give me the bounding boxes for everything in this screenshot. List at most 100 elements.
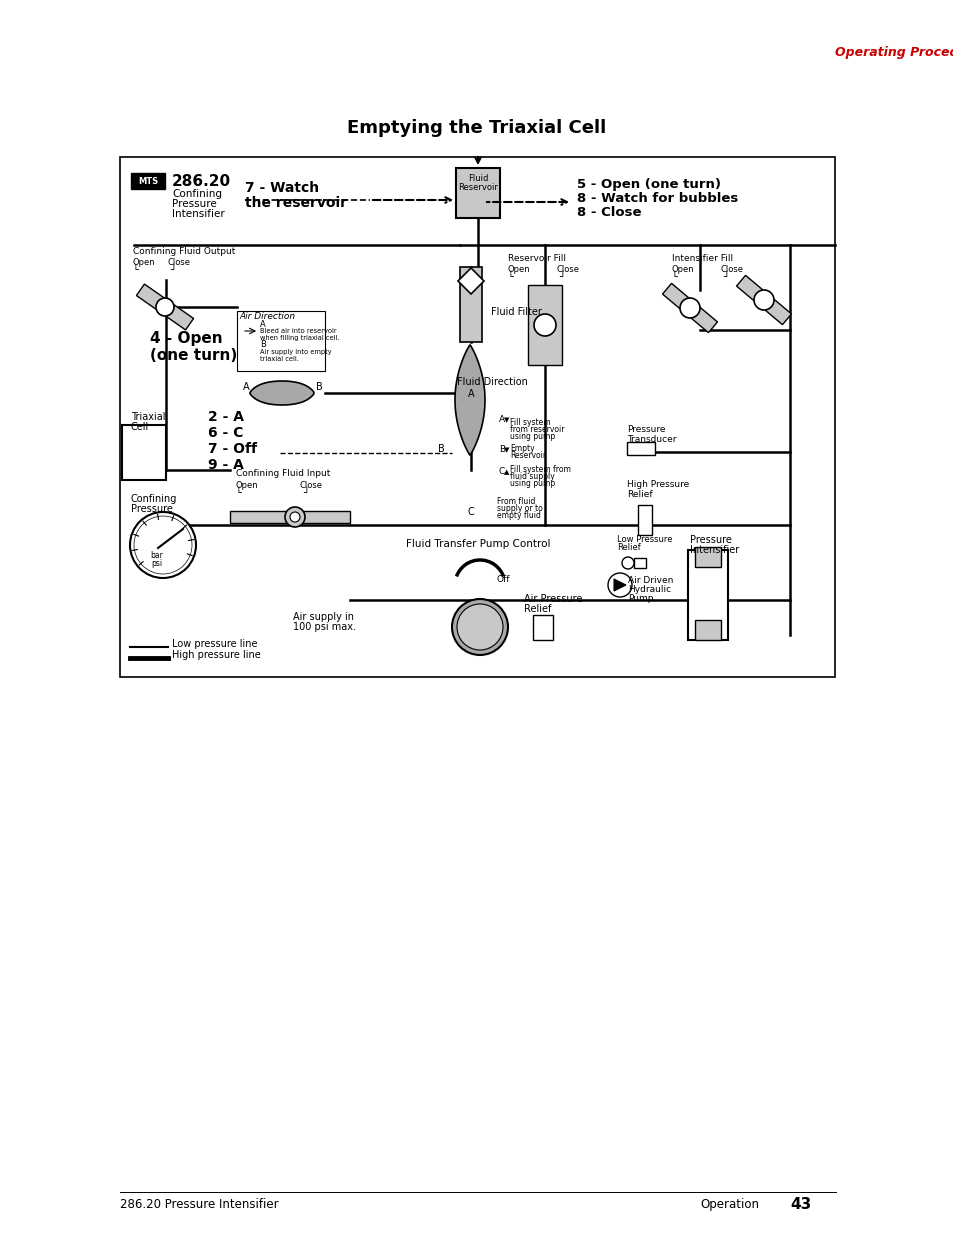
Text: Intensifier: Intensifier [172,209,225,219]
Bar [661,283,717,332]
Circle shape [679,298,700,317]
Text: Empty: Empty [510,445,534,453]
Bar [638,505,651,535]
Text: 9 - A: 9 - A [208,458,244,472]
Text: Close: Close [299,480,323,490]
Text: C: C [468,508,475,517]
Text: Bleed air into reservoir: Bleed air into reservoir [260,329,336,333]
Circle shape [452,599,507,655]
Text: (one turn): (one turn) [150,348,237,363]
Text: Open: Open [132,258,155,267]
Text: Open: Open [507,266,530,274]
Text: Air Driven: Air Driven [627,576,673,585]
Bar [122,425,166,480]
Text: Confining: Confining [131,494,177,504]
Text: Pressure: Pressure [131,504,172,514]
Text: Air Pressure: Air Pressure [523,594,581,604]
Bar [459,267,481,342]
Polygon shape [614,579,625,592]
Text: supply or to: supply or to [497,504,542,513]
Bar [695,620,720,640]
Text: Fill system from: Fill system from [510,466,570,474]
Text: ┘: ┘ [722,272,728,282]
Text: Confining: Confining [172,189,222,199]
Bar [131,173,165,189]
Text: 6 - C: 6 - C [208,426,243,440]
Text: 286.20 Pressure Intensifier: 286.20 Pressure Intensifier [120,1198,278,1212]
Text: Cell: Cell [131,422,149,432]
Text: fluid supply: fluid supply [510,472,554,480]
Text: Fluid Transfer Pump Control: Fluid Transfer Pump Control [405,538,550,550]
Polygon shape [250,382,314,405]
Text: ┘: ┘ [170,266,175,275]
Text: Air Direction: Air Direction [239,312,294,321]
Text: ▲: ▲ [503,469,509,475]
Text: High pressure line: High pressure line [172,650,260,659]
Text: the reservoir: the reservoir [245,196,347,210]
Text: Relief: Relief [626,490,652,499]
Circle shape [753,290,773,310]
Text: 5 - Open (one turn): 5 - Open (one turn) [577,178,720,191]
Text: bar: bar [151,551,163,559]
Text: B: B [315,382,322,391]
Text: Pump: Pump [627,594,653,603]
Text: from reservoir: from reservoir [510,425,564,433]
Text: Fill system: Fill system [510,417,550,427]
Text: Reservoir: Reservoir [457,183,497,191]
Bar [527,285,561,366]
Text: A: A [468,389,475,399]
Bar [236,311,325,370]
Text: Close: Close [168,258,191,267]
Text: Operating Procedures: Operating Procedures [834,46,953,58]
Text: Close: Close [557,266,579,274]
Circle shape [534,314,556,336]
Bar [120,157,834,677]
Text: Relief: Relief [523,604,551,614]
Text: Low pressure line: Low pressure line [172,638,257,650]
Text: ┘: ┘ [303,488,309,498]
Text: 4 - Open: 4 - Open [150,331,222,346]
Text: B: B [498,445,504,454]
Bar [634,558,645,568]
Polygon shape [457,268,483,294]
Text: Air supply in: Air supply in [293,613,354,622]
Text: 100 psi max.: 100 psi max. [293,622,355,632]
Text: 2 - A: 2 - A [208,410,244,424]
Circle shape [607,573,631,597]
Text: Confining Fluid Output: Confining Fluid Output [132,247,235,256]
Text: 8 - Close: 8 - Close [577,206,640,219]
Text: 286.20: 286.20 [172,173,231,189]
Text: Pressure: Pressure [626,425,665,433]
Text: Open: Open [671,266,694,274]
Text: MTS: MTS [138,177,158,185]
Text: B: B [260,340,266,350]
Circle shape [621,557,634,569]
Text: Off: Off [497,576,510,584]
Text: └: └ [235,488,242,498]
Text: Confining Fluid Input: Confining Fluid Input [235,469,330,478]
Text: 8 - Watch for bubbles: 8 - Watch for bubbles [577,191,738,205]
Bar [695,547,720,567]
Text: Low Pressure: Low Pressure [617,535,672,543]
Text: ▼: ▼ [503,417,509,424]
Text: B: B [437,445,444,454]
Text: From fluid: From fluid [497,496,535,506]
Text: A: A [260,320,266,329]
Circle shape [133,516,192,574]
Circle shape [456,604,502,650]
Text: Relief: Relief [617,543,640,552]
Bar [736,275,791,325]
Text: using pump: using pump [510,479,555,488]
Text: Emptying the Triaxial Cell: Emptying the Triaxial Cell [347,119,606,137]
Text: Intensifier: Intensifier [689,545,739,555]
Text: Reservoir: Reservoir [510,451,545,459]
Text: 7 - Off: 7 - Off [208,442,256,456]
Text: Air supply into empty: Air supply into empty [260,350,332,354]
Circle shape [130,513,195,578]
Bar [626,442,655,454]
Text: High Pressure: High Pressure [626,480,688,489]
Text: ▼: ▼ [503,447,509,453]
Text: Intensifier Fill: Intensifier Fill [671,254,732,263]
Text: Close: Close [720,266,743,274]
Text: Reservoir Fill: Reservoir Fill [507,254,565,263]
